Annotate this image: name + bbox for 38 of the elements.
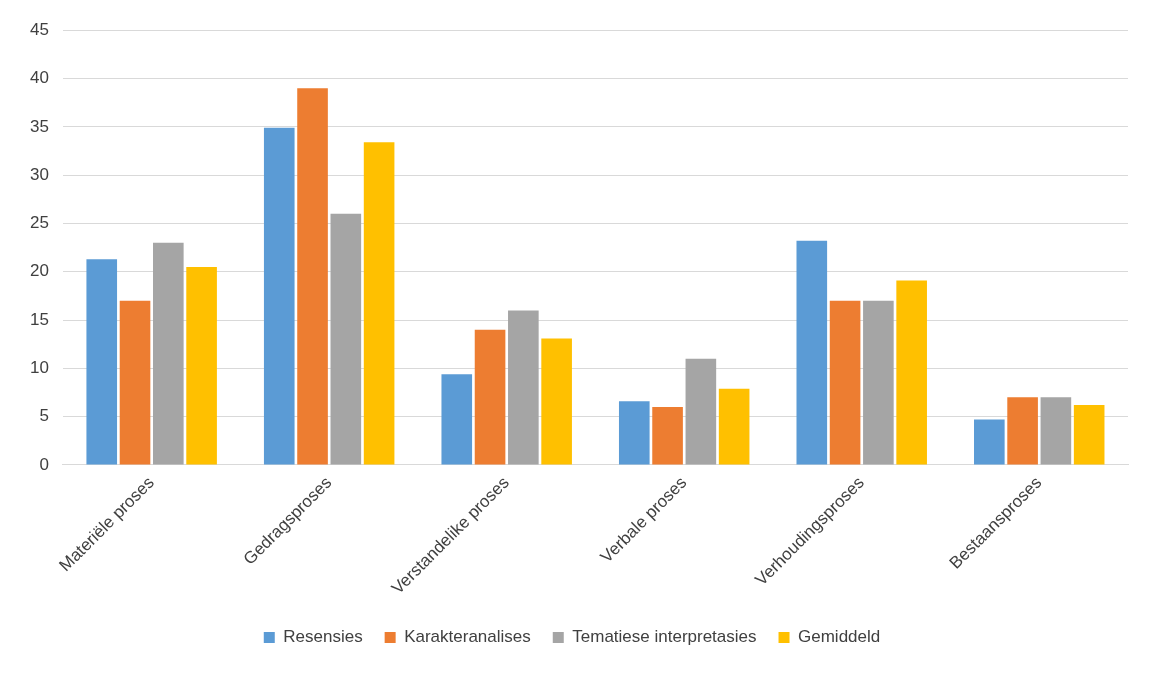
bar — [330, 213, 362, 465]
bar — [974, 419, 1005, 465]
legend-label: Gemiddeld — [798, 627, 881, 647]
bar — [186, 266, 217, 465]
bar — [541, 338, 572, 465]
y-tick-label: 25 — [29, 213, 49, 233]
bar — [1007, 397, 1038, 465]
y-tick-label: 5 — [39, 406, 49, 426]
bar — [474, 329, 506, 465]
y-tick-label: 30 — [29, 164, 49, 184]
bar — [796, 240, 828, 465]
bar — [1073, 405, 1105, 465]
y-tick-label: 35 — [29, 116, 49, 136]
y-tick-label: 40 — [29, 68, 49, 88]
bar — [441, 374, 473, 465]
legend-label: Tematiese interpretasies — [572, 627, 757, 647]
bar — [829, 300, 861, 465]
bar — [618, 401, 650, 465]
bar — [896, 280, 927, 465]
bar — [1040, 397, 1072, 465]
bar — [718, 388, 750, 465]
y-tick-label: 0 — [39, 454, 49, 474]
bar — [508, 310, 539, 465]
legend-label: Karakteranalises — [404, 627, 531, 647]
bar — [263, 127, 295, 465]
legend-label: Resensies — [283, 627, 363, 647]
bar — [153, 242, 184, 465]
bar — [86, 259, 118, 465]
bar — [863, 300, 894, 465]
y-tick-label: 10 — [29, 358, 49, 378]
bar — [119, 300, 151, 465]
bar — [297, 88, 328, 465]
y-tick-label: 20 — [29, 261, 49, 281]
bar — [363, 142, 395, 465]
bar — [652, 407, 683, 465]
y-tick-label: 15 — [29, 309, 49, 329]
bar — [685, 358, 717, 465]
y-tick-label: 45 — [29, 19, 49, 39]
